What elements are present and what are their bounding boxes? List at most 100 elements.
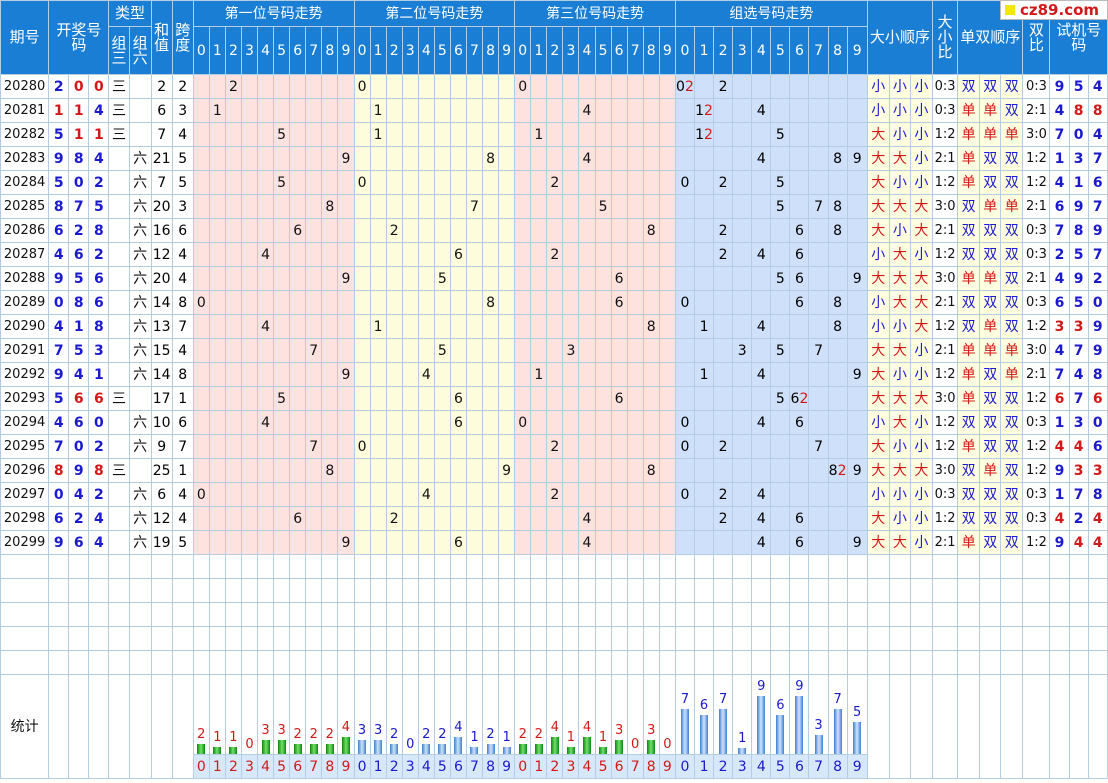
trial-digit: 8: [1087, 98, 1108, 123]
group-hit: 6: [789, 242, 810, 267]
empty-cell: [208, 578, 226, 603]
group-cell: [827, 386, 848, 411]
header-digit: 7: [626, 26, 644, 75]
trend-cell: [257, 386, 275, 411]
stat-bar-cell: 1: [562, 674, 580, 755]
trend-cell: [224, 506, 242, 531]
draw-digit: 2: [68, 506, 90, 531]
draw-digit: 5: [88, 194, 110, 219]
empty-cell: [694, 554, 715, 579]
trend-cell: [530, 266, 548, 291]
empty-cell: [514, 578, 532, 603]
group-cell: [751, 266, 772, 291]
trend-cell: [626, 506, 644, 531]
trend-cell: [321, 290, 339, 315]
group-cell: [808, 458, 829, 483]
group-cell: [808, 506, 829, 531]
trial-digit: 2: [1049, 242, 1070, 267]
empty-cell: [128, 626, 152, 651]
stat-bar: [615, 740, 624, 754]
empty-cell: [224, 650, 242, 675]
trend-cell: [401, 314, 419, 339]
axis-digit: 2: [224, 754, 242, 779]
sum-cell: 20: [150, 194, 173, 219]
bigsmall-ratio-cell: 1:2: [931, 242, 959, 267]
trend-cell: [224, 122, 242, 147]
trend-cell: [257, 266, 275, 291]
header-digit: 4: [578, 26, 596, 75]
header-digit: 3: [732, 26, 753, 75]
group-cell: [789, 458, 810, 483]
trend-cell: [289, 530, 307, 555]
group-hit: 2: [713, 74, 734, 99]
issue-cell: 20294: [0, 410, 50, 435]
empty-cell: [240, 626, 259, 651]
trend-cell: [401, 434, 419, 459]
stat-bar-value: 1: [470, 730, 479, 745]
trend-cell: [498, 290, 516, 315]
span-cell: 5: [171, 170, 194, 195]
type-empty: [108, 434, 130, 459]
trend-cell: [240, 482, 259, 507]
trend-cell: [642, 530, 660, 555]
stat-bar-cell: 1: [594, 674, 612, 755]
group-hit: 5: [770, 170, 791, 195]
group-cell: [751, 194, 772, 219]
empty-cell: [846, 554, 868, 579]
trend-hit: 9: [498, 458, 516, 483]
axis-digit: 5: [594, 754, 612, 779]
table-row: 20285 8 7 5 六 20 3 8 7 5 5 7 8 大大大 3:0 双单单 2:1 6 9 7: [0, 194, 1108, 219]
stat-bar-value: 3: [277, 723, 286, 738]
draw-digit: 6: [48, 218, 70, 243]
trend-cell: [321, 218, 339, 243]
stats-empty: [128, 674, 152, 779]
oddeven-cell: 双: [979, 146, 1002, 171]
stat-bar-cell: 3: [257, 674, 275, 755]
header-digit: 6: [610, 26, 628, 75]
empty-cell: [48, 602, 70, 627]
trend-cell: [514, 242, 532, 267]
trend-cell: [385, 122, 403, 147]
empty-cell: [594, 650, 612, 675]
empty-cell: [305, 554, 323, 579]
trend-cell: [321, 338, 339, 363]
empty-cell: [658, 602, 676, 627]
trial-digit: 7: [1087, 146, 1108, 171]
empty-cell: [128, 650, 152, 675]
trend-cell: [465, 530, 484, 555]
type-group6: 六: [128, 338, 152, 363]
group-hit-digit: 0: [680, 486, 690, 503]
oddeven-cell: 双: [979, 290, 1002, 315]
group-cell: [770, 458, 791, 483]
trial-digit: 5: [1068, 242, 1089, 267]
axis-digit: 7: [305, 754, 323, 779]
draw-digit: 6: [68, 242, 90, 267]
stat-bar-value: 2: [293, 727, 302, 742]
axis-digit: 3: [401, 754, 419, 779]
trend-cell: [337, 122, 355, 147]
group-cell: [732, 266, 753, 291]
trend-cell: [385, 386, 403, 411]
empty-cell: [68, 602, 90, 627]
empty-cell: [546, 602, 564, 627]
site-logo[interactable]: cz89.com: [1000, 0, 1108, 20]
draw-digit: 2: [68, 218, 90, 243]
trend-cell: [273, 530, 291, 555]
stat-bar-value: 0: [245, 737, 254, 752]
trend-cell: [417, 218, 435, 243]
trend-cell: [658, 362, 676, 387]
trend-cell: [658, 434, 676, 459]
trend-cell: [385, 74, 403, 99]
empty-cell: [957, 602, 981, 627]
issue-cell: 20289: [0, 290, 50, 315]
trend-cell: [642, 362, 660, 387]
empty-cell: [909, 602, 933, 627]
trend-cell: [465, 122, 484, 147]
empty-cell: [751, 554, 772, 579]
stat-bar: [341, 737, 350, 754]
group-cell: [713, 146, 734, 171]
trend-cell: [401, 458, 419, 483]
sum-cell: 15: [150, 338, 173, 363]
trend-cell: [658, 194, 676, 219]
empty-cell: [353, 578, 371, 603]
